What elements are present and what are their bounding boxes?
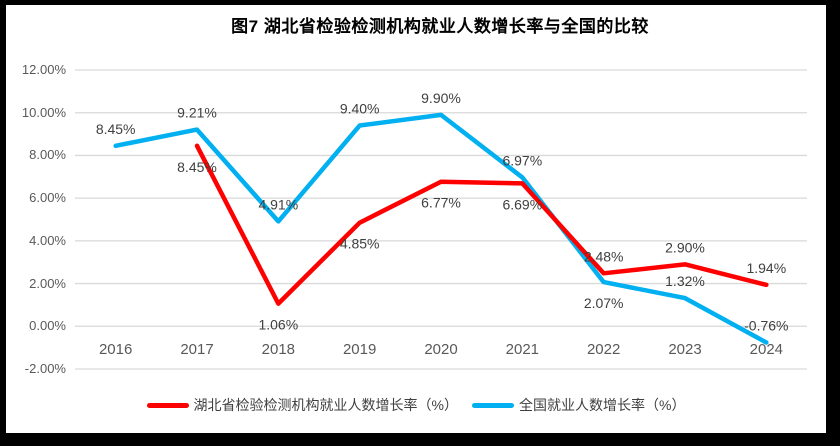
y-tick-label: -2.00%	[24, 361, 66, 376]
data-label: 6.97%	[502, 152, 542, 168]
data-label: 9.90%	[421, 90, 461, 106]
data-label: 2.07%	[584, 295, 624, 311]
x-tick-label: 2020	[424, 341, 458, 358]
data-label: -0.76%	[744, 318, 788, 334]
data-label: 9.40%	[340, 101, 380, 117]
x-tick-label: 2016	[98, 341, 133, 358]
data-label: 6.77%	[421, 195, 461, 211]
chart-title: 图7 湖北省检验检测机构就业人数增长率与全国的比较	[231, 17, 649, 36]
x-tick-label: 2018	[261, 341, 296, 358]
y-tick-label: 6.00%	[29, 190, 66, 206]
legend: 湖北省检验检测机构就业人数增长率（%） 全国就业人数增长率（%）	[6, 395, 826, 415]
data-label: 1.94%	[746, 260, 786, 276]
legend-item-national: 全国就业人数增长率（%）	[472, 395, 685, 415]
plot-area: 8.45% 1.06% 4.85% 6.77% 6.69% 2.48% 2.90% 1.94%…	[75, 69, 807, 370]
legend-label-hubei: 湖北省检验检测机构就业人数增长率（%）	[193, 397, 458, 413]
data-label: 9.21%	[177, 105, 217, 121]
data-label: 8.45%	[177, 159, 217, 175]
y-tick-label: 8.00%	[29, 147, 66, 163]
y-tick-label: 12.00%	[21, 62, 66, 77]
data-label: 4.91%	[258, 196, 298, 212]
data-label: 4.85%	[340, 236, 380, 252]
x-tick-label: 2021	[505, 341, 540, 358]
x-tick-label: 2024	[749, 341, 784, 358]
x-tick-label: 2023	[668, 341, 702, 358]
data-label: 1.32%	[665, 273, 705, 289]
chart-canvas: 图7 湖北省检验检测机构就业人数增长率与全国的比较 12.00% 10.00% 8.…	[6, 5, 826, 433]
legend-swatch-hubei-icon	[146, 402, 189, 408]
y-tick-label: 4.00%	[29, 232, 66, 248]
data-label: 2.90%	[665, 239, 705, 255]
data-label: 1.06%	[258, 317, 298, 333]
legend-swatch-national-icon	[472, 402, 514, 408]
legend-item-hubei: 湖北省检验检测机构就业人数增长率（%）	[146, 395, 458, 415]
y-tick-label: 0.00%	[29, 318, 66, 334]
series-line-national	[113, 112, 769, 345]
x-tick-label: 2019	[342, 341, 377, 358]
y-tick-label: 2.00%	[29, 275, 66, 291]
data-label: 8.45%	[96, 121, 136, 137]
series-line-hubei	[194, 143, 769, 306]
x-tick-label: 2022	[586, 341, 621, 358]
data-label: 2.48%	[584, 248, 624, 264]
x-tick-label: 2017	[180, 341, 214, 358]
legend-label-national: 全国就业人数增长率（%）	[519, 397, 686, 413]
data-label: 6.69%	[502, 196, 542, 212]
y-tick-label: 10.00%	[21, 104, 66, 120]
